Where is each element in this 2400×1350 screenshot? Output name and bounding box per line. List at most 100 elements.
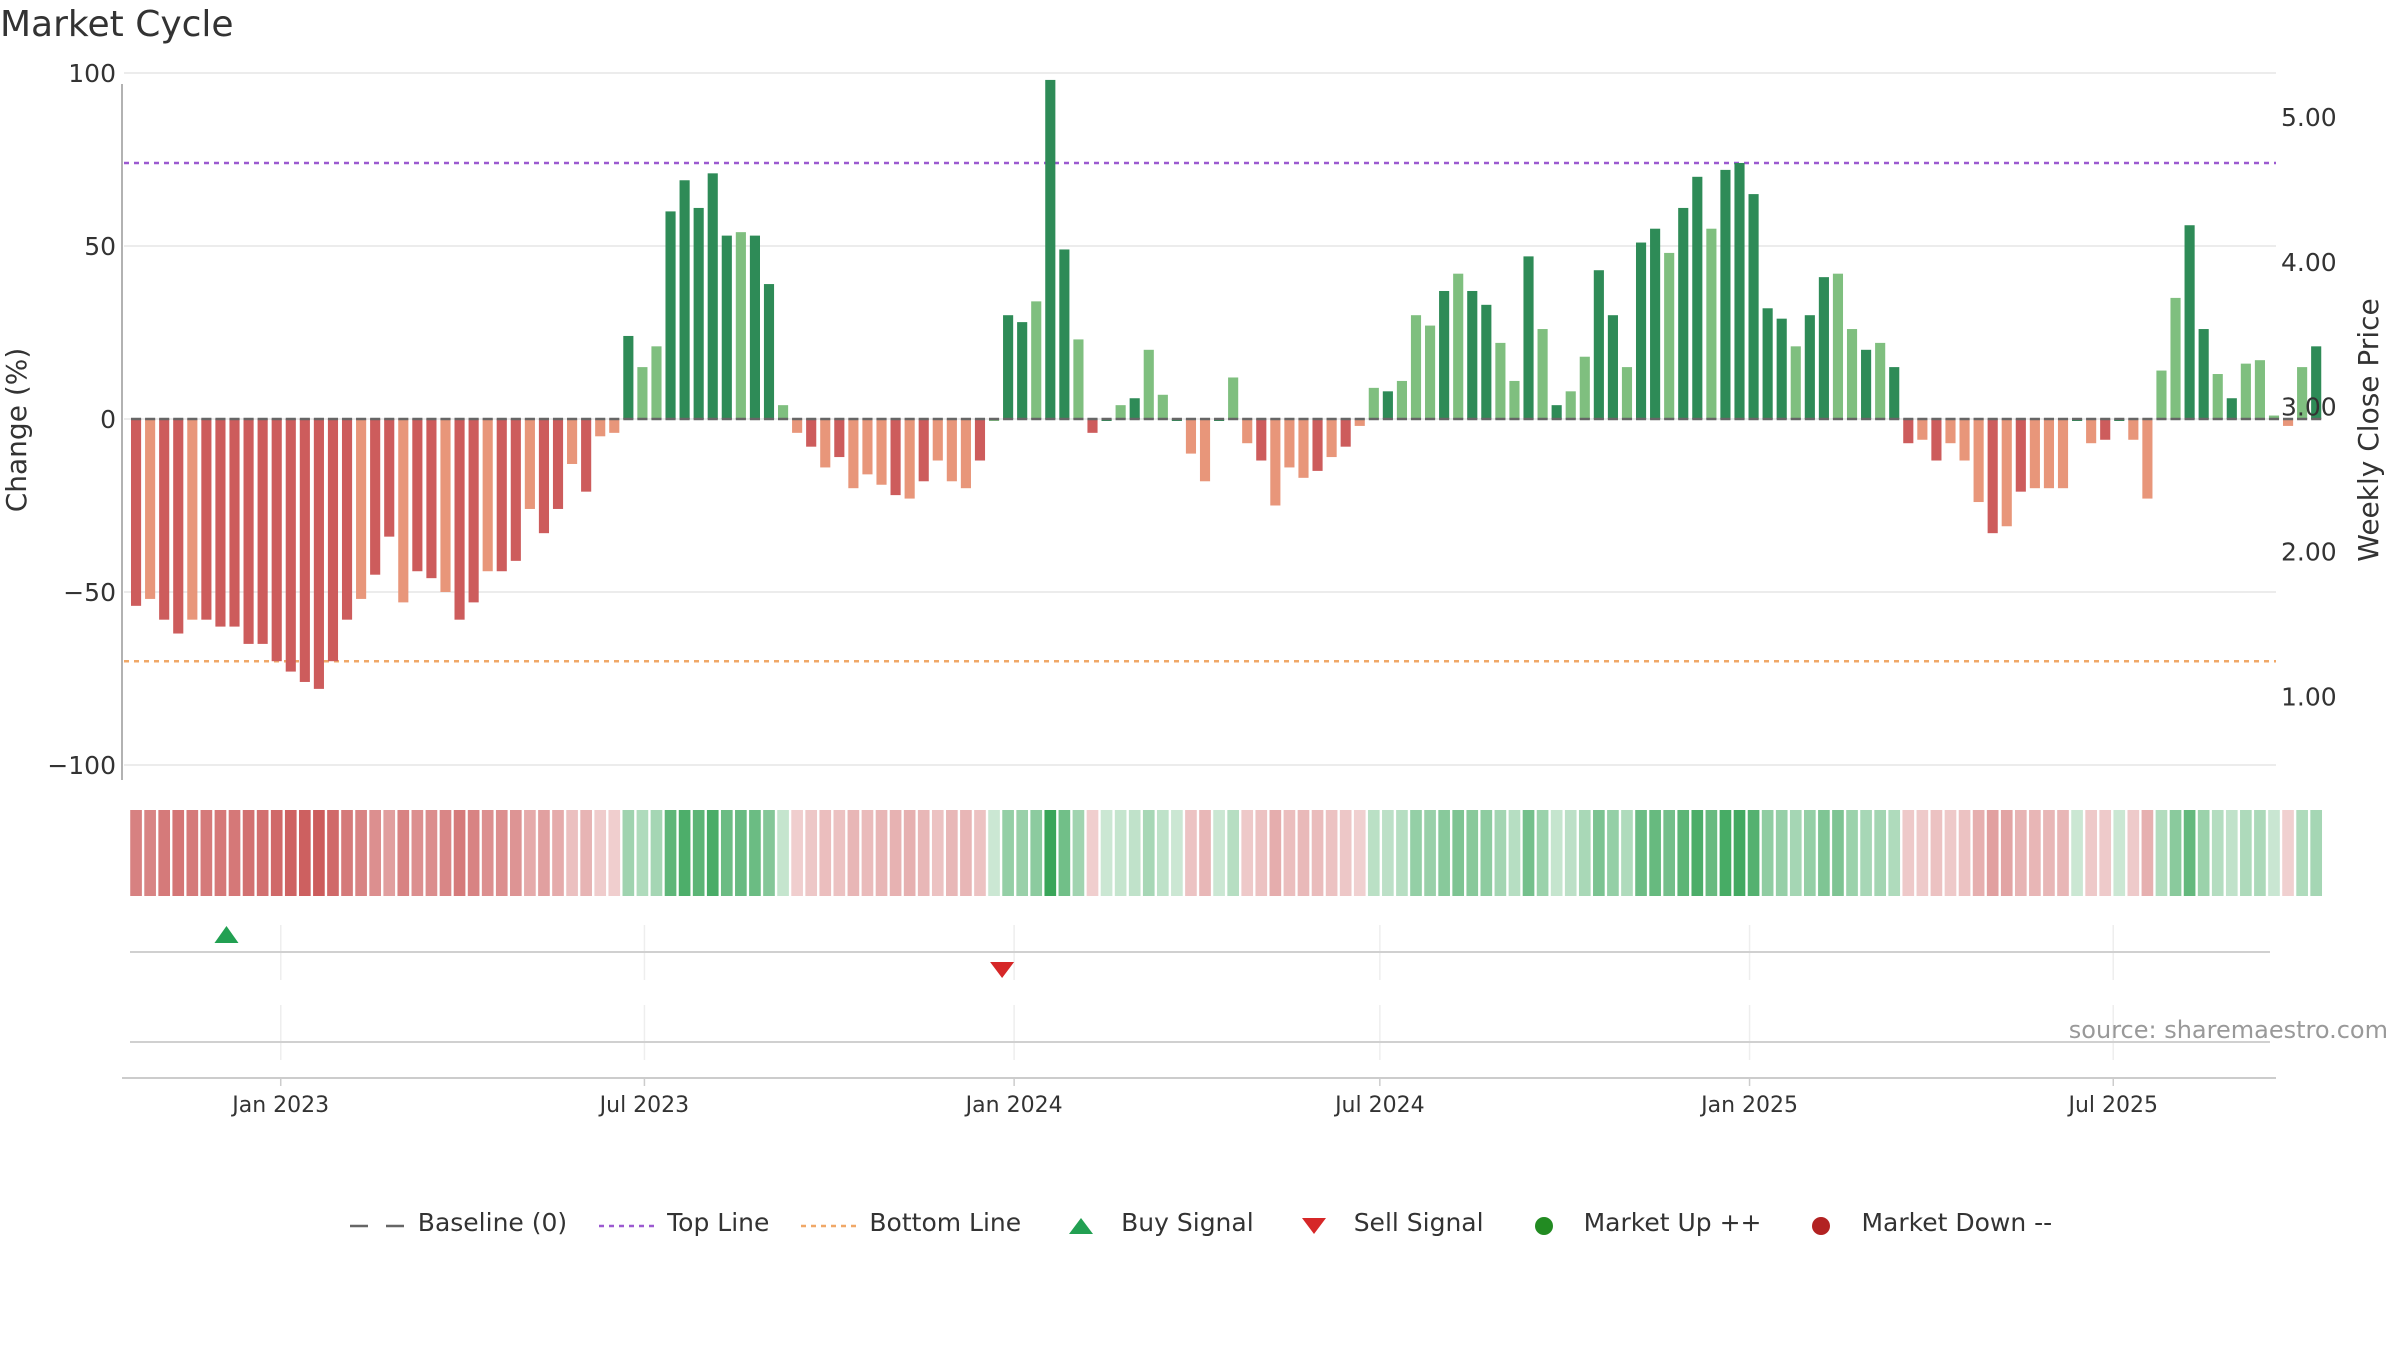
heat-cell [299,810,311,896]
heat-cell [1494,810,1507,896]
bar [1650,228,1661,419]
heat-cell [1438,810,1450,896]
heat-cell [228,810,241,896]
heat-cell [692,810,705,896]
heat-cell [256,810,269,896]
source-label: source: sharemaestro.com [2068,1016,2388,1044]
bar [2254,360,2265,419]
y2-tick-label: 4.00 [2281,248,2337,277]
y2-tick-label: 2.00 [2281,537,2337,566]
heat-cell [1761,810,1774,896]
heat-cell [974,810,986,896]
y-tick-label: −50 [63,578,116,607]
legend-label: Top Line [667,1208,770,1237]
heat-cell [2127,810,2140,896]
heat-cell [1269,810,1282,896]
legend-item-mdown: Market Down -- [1791,1208,2052,1237]
heat-cell [706,810,719,896]
heat-cell [2254,810,2266,896]
bar [257,419,268,644]
heat-cell [1213,810,1225,896]
bar [1889,367,1900,419]
bar [1354,419,1365,426]
heat-cell [861,810,874,896]
heat-cell [1747,810,1760,896]
heat-cell [988,810,1000,896]
heat-cell [1100,810,1113,896]
heat-cell [2085,810,2097,896]
bar [1706,228,1717,419]
chart-title: Market Cycle [0,4,234,45]
bar [426,419,437,579]
bar [2212,374,2223,419]
bar [820,419,831,468]
bar [609,419,620,433]
bar [623,335,634,419]
bar [1917,419,1928,440]
heat-cell [1818,810,1830,896]
heat-cell [777,810,789,896]
heat-cell [509,810,522,896]
bar [1312,419,1323,471]
heat-cell [158,810,171,896]
bar [341,419,353,620]
bar [1031,301,1042,419]
heat-cell [172,810,185,896]
heat-cell [2113,810,2126,896]
bar [693,207,704,419]
bar [1467,290,1478,419]
bar [1003,315,1014,419]
legend-label: Buy Signal [1121,1208,1254,1237]
heat-cell [327,810,339,896]
heat-cell [1607,810,1619,896]
heat-cell [2029,810,2041,896]
x-tick-label: Jul 2023 [598,1093,690,1118]
buy-signal-marker [214,926,239,943]
bar [1129,398,1140,419]
bar [215,419,226,627]
bar [1959,419,1970,461]
heat-cell [2197,810,2210,896]
bar [890,419,901,496]
heat-cell [1635,810,1647,896]
legend-item-bottom: Bottom Line [799,1208,1021,1237]
y2-tick-label: 1.00 [2281,682,2337,711]
heat-cell [1283,810,1296,896]
bar [1875,342,1886,419]
legend-symbol-sell [1284,1213,1344,1234]
bar [2198,329,2209,419]
bar [1565,391,1576,419]
bar [130,419,142,606]
heat-cell [1719,810,1732,896]
legend-item-sell: Sell Signal [1284,1208,1484,1237]
heat-cell [1227,810,1239,896]
bar [1607,315,1618,419]
heat-cell [749,810,761,896]
bar [285,419,296,672]
bar [1579,356,1590,419]
heat-cell [1255,810,1268,896]
heat-cell [1832,810,1844,896]
bar [1931,419,1942,461]
bar [356,419,367,599]
heat-cell [622,810,635,896]
x-tick-label: Jan 2025 [1699,1093,1798,1118]
bar [2297,367,2308,419]
signal-panel [130,925,2270,1060]
heat-cell [552,810,564,896]
bar [777,405,789,419]
bar [468,419,479,603]
legend-item-mup: Market Up ++ [1514,1208,1761,1237]
heat-cell [594,810,607,896]
bar [1481,304,1492,419]
bar [1832,273,1844,419]
bar [1439,290,1450,419]
bar [1410,315,1422,419]
bar [848,419,859,489]
bar [1776,318,1787,419]
y2-tick-label: 5.00 [2281,103,2337,132]
bar [384,419,395,537]
legend-symbol-top [597,1213,657,1233]
heat-cell [650,810,663,896]
bar [1692,176,1703,419]
